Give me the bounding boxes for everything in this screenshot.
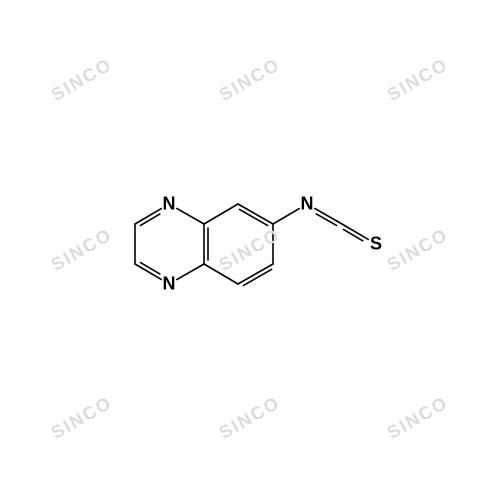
atom-n-label: N xyxy=(301,194,314,215)
molecule-canvas: { "structure": { "type": "chemical-struc… xyxy=(0,0,500,500)
atom-n-label: N xyxy=(163,194,176,215)
atom-n-label: N xyxy=(163,274,176,295)
atom-s-label: S xyxy=(370,234,382,255)
